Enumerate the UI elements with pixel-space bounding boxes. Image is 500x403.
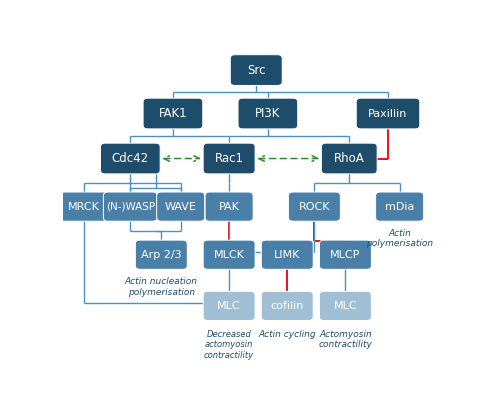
Text: Cdc42: Cdc42 <box>112 152 149 165</box>
FancyBboxPatch shape <box>60 192 108 221</box>
FancyBboxPatch shape <box>288 192 341 221</box>
Text: mDia: mDia <box>385 202 414 212</box>
FancyBboxPatch shape <box>356 98 420 129</box>
Text: MLC: MLC <box>334 301 357 311</box>
Text: (N-)WASP: (N-)WASP <box>106 202 155 212</box>
Text: Actin nucleation
polymerisation: Actin nucleation polymerisation <box>125 277 198 297</box>
FancyBboxPatch shape <box>203 143 255 174</box>
Text: PAK: PAK <box>218 202 240 212</box>
FancyBboxPatch shape <box>143 98 203 129</box>
FancyBboxPatch shape <box>205 192 253 221</box>
Text: WAVE: WAVE <box>165 202 196 212</box>
FancyBboxPatch shape <box>136 240 188 269</box>
FancyBboxPatch shape <box>262 240 313 269</box>
Text: RhoA: RhoA <box>334 152 364 165</box>
Text: Actomyosin
contractility: Actomyosin contractility <box>318 330 372 349</box>
FancyBboxPatch shape <box>156 192 204 221</box>
FancyBboxPatch shape <box>320 240 372 269</box>
Text: FAK1: FAK1 <box>158 107 187 120</box>
FancyBboxPatch shape <box>262 291 313 320</box>
FancyBboxPatch shape <box>203 291 255 320</box>
Text: MLCP: MLCP <box>330 250 360 260</box>
Text: Actin cycling: Actin cycling <box>258 330 316 339</box>
FancyBboxPatch shape <box>238 98 298 129</box>
FancyBboxPatch shape <box>104 192 157 221</box>
FancyBboxPatch shape <box>230 55 282 85</box>
Text: Paxillin: Paxillin <box>368 108 408 118</box>
Text: Actin
polymerisation: Actin polymerisation <box>366 229 433 248</box>
Text: MLC: MLC <box>218 301 241 311</box>
FancyBboxPatch shape <box>322 143 377 174</box>
Text: PI3K: PI3K <box>255 107 280 120</box>
FancyBboxPatch shape <box>320 291 372 320</box>
Text: MLCK: MLCK <box>214 250 244 260</box>
FancyBboxPatch shape <box>376 192 424 221</box>
Text: ROCK: ROCK <box>298 202 330 212</box>
Text: LIMK: LIMK <box>274 250 300 260</box>
Text: cofilin: cofilin <box>270 301 304 311</box>
FancyBboxPatch shape <box>203 240 255 269</box>
Text: Src: Src <box>247 64 266 77</box>
Text: Arp 2/3: Arp 2/3 <box>141 250 182 260</box>
Text: MRCK: MRCK <box>68 202 100 212</box>
FancyBboxPatch shape <box>100 143 160 174</box>
Text: Decreased
actomyosin
contractility: Decreased actomyosin contractility <box>204 330 254 359</box>
Text: Rac1: Rac1 <box>214 152 244 165</box>
